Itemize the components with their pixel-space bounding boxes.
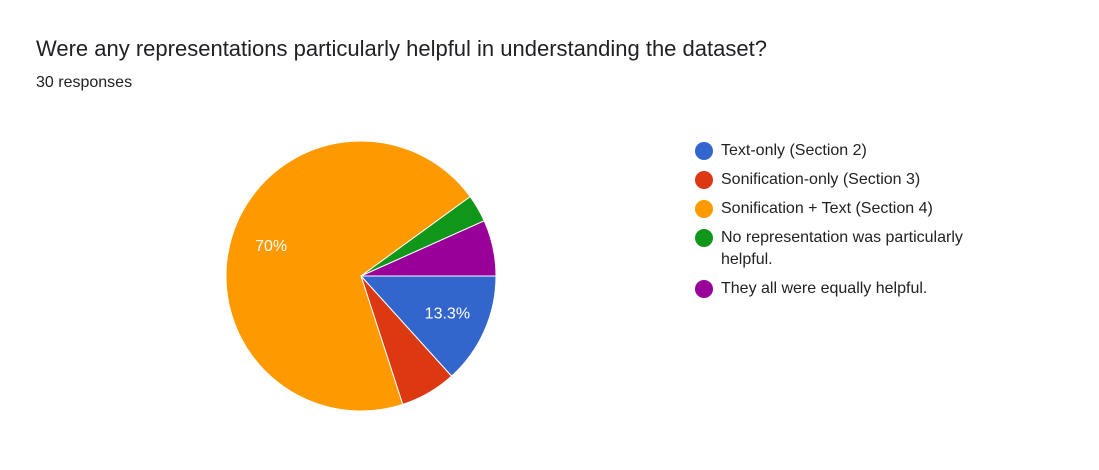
chart-subtitle: 30 responses — [36, 74, 133, 91]
legend-item: Sonification + Text (Section 4) — [695, 198, 995, 220]
legend: Text-only (Section 2) Sonification-only (… — [695, 140, 995, 307]
legend-swatch — [695, 229, 713, 247]
pie-slice — [225, 140, 471, 412]
pie-slice — [360, 220, 497, 277]
data-label: 13.3% — [425, 306, 470, 323]
chart-title: Were any representations particularly he… — [36, 36, 767, 61]
legend-swatch — [695, 142, 713, 160]
legend-item: They all were equally helpful. — [695, 278, 995, 300]
legend-label: Sonification + Text (Section 4) — [721, 200, 933, 217]
legend-item: Sonification-only (Section 3) — [695, 169, 995, 191]
data-label: 70% — [255, 238, 287, 255]
pie-slice — [359, 275, 497, 377]
legend-item: No representation was particularly helpf… — [695, 227, 995, 271]
legend-label: Text-only (Section 2) — [721, 142, 867, 159]
legend-swatch — [695, 280, 713, 298]
legend-label: No representation was particularly helpf… — [721, 229, 963, 268]
legend-swatch — [695, 200, 713, 218]
legend-label: They all were equally helpful. — [721, 280, 928, 297]
legend-item: Text-only (Section 2) — [695, 140, 995, 162]
legend-swatch — [695, 171, 713, 189]
legend-label: Sonification-only (Section 3) — [721, 171, 921, 188]
